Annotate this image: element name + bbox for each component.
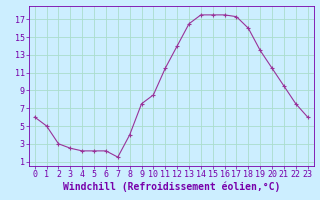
X-axis label: Windchill (Refroidissement éolien,°C): Windchill (Refroidissement éolien,°C) (62, 182, 280, 192)
